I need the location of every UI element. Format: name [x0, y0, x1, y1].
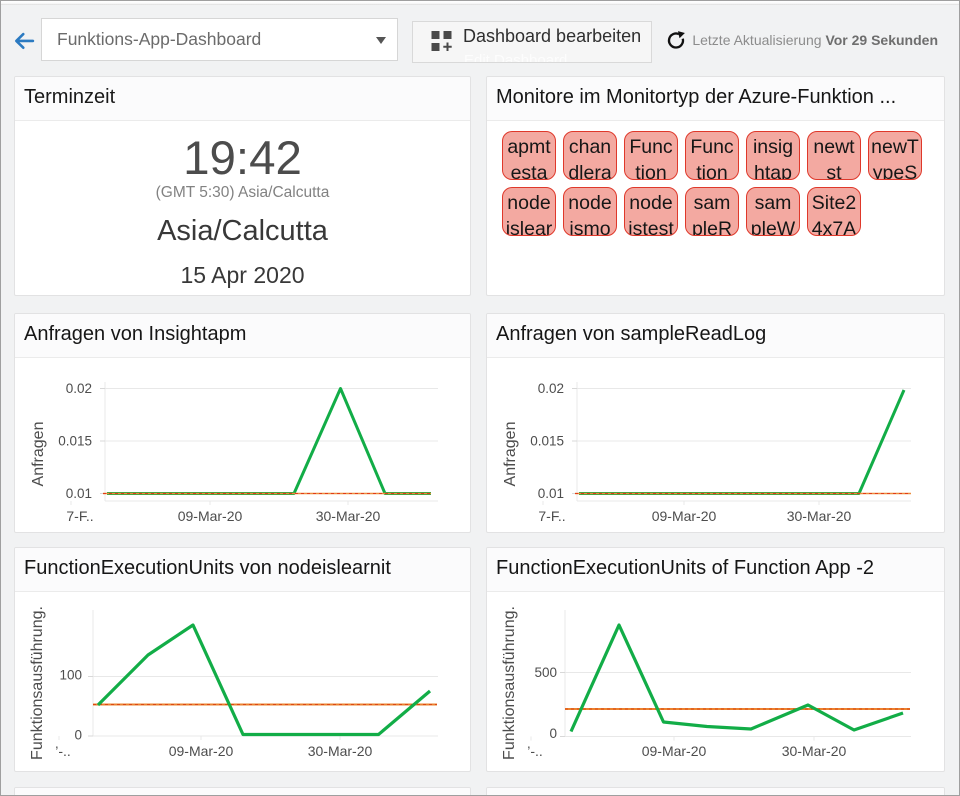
svg-text:7-F..: 7-F.. — [538, 508, 565, 524]
svg-text:09-Mar-20: 09-Mar-20 — [652, 508, 717, 524]
svg-text:0.02: 0.02 — [538, 381, 564, 396]
svg-text:7-F..: 7-F.. — [66, 508, 93, 524]
svg-text:0.01: 0.01 — [66, 486, 92, 501]
svg-text:09-Mar-20: 09-Mar-20 — [178, 508, 243, 524]
svg-text:30-Mar-20: 30-Mar-20 — [308, 743, 373, 759]
svg-text:0: 0 — [549, 726, 557, 741]
svg-text:100: 100 — [59, 668, 82, 683]
svg-text:09-Mar-20: 09-Mar-20 — [642, 743, 707, 759]
svg-text:30-Mar-20: 30-Mar-20 — [782, 743, 847, 759]
svg-text:’-..: ’-.. — [55, 743, 71, 759]
svg-text:Funktionsausführung.: Funktionsausführung. — [501, 606, 518, 760]
svg-text:Funktionsausführung.: Funktionsausführung. — [29, 606, 46, 760]
svg-text:0.01: 0.01 — [538, 486, 564, 501]
svg-text:Anfragen: Anfragen — [502, 422, 519, 487]
svg-text:0: 0 — [74, 728, 82, 743]
svg-text:0.02: 0.02 — [66, 381, 92, 396]
svg-text:30-Mar-20: 30-Mar-20 — [787, 508, 852, 524]
svg-text:0.015: 0.015 — [58, 434, 92, 449]
svg-text:30-Mar-20: 30-Mar-20 — [316, 508, 381, 524]
svg-text:’-..: ’-.. — [527, 743, 543, 759]
svg-text:Anfragen: Anfragen — [30, 422, 47, 487]
svg-text:500: 500 — [534, 665, 557, 680]
svg-text:09-Mar-20: 09-Mar-20 — [169, 743, 234, 759]
svg-text:0.015: 0.015 — [530, 434, 564, 449]
